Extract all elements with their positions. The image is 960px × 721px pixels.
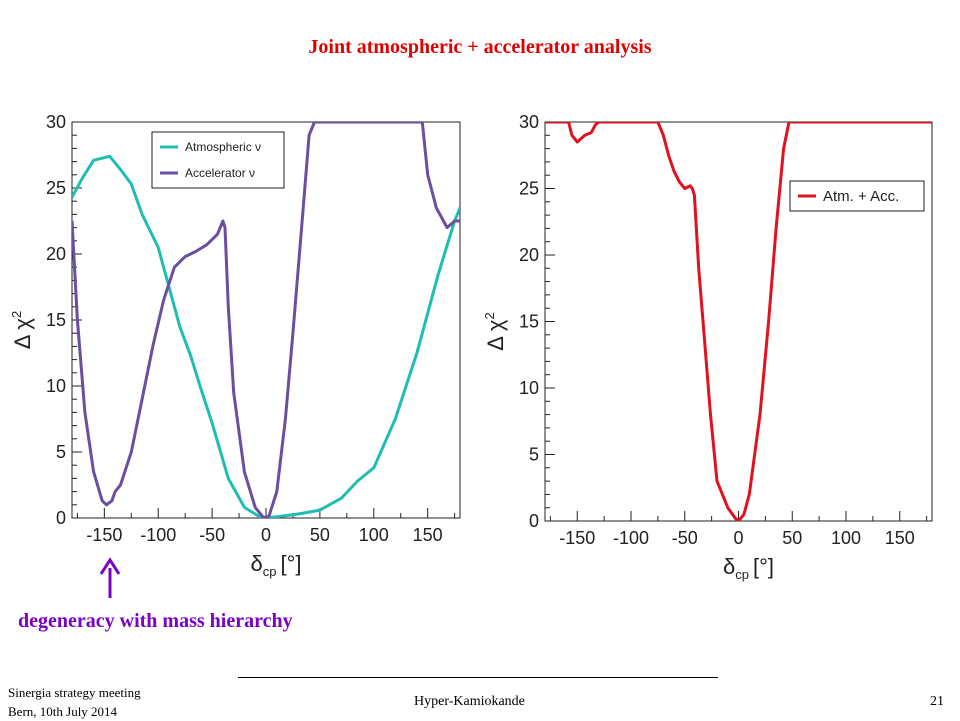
footer-meeting-name: Sinergia strategy meeting: [8, 685, 141, 700]
y-tick-label: 25: [46, 178, 66, 198]
chart-2: 0 5 10 15 20 25 30 -150 -100 -50 0 50 100 150 δcp [°] Δ …: [482, 112, 933, 582]
x-tick-label: 100: [831, 528, 861, 548]
y-tick-label: 30: [519, 112, 539, 132]
y-tick-label: 20: [46, 244, 66, 264]
y-tick-label: 10: [46, 376, 66, 396]
legend-label: Accelerator ν: [185, 166, 255, 180]
x-tick-label: -100: [613, 528, 649, 548]
footer-project: Hyper-Kamiokande: [414, 694, 525, 709]
x-tick-label: -150: [86, 525, 122, 545]
legend-box: [151, 131, 285, 189]
y-tick-label: 10: [519, 378, 539, 398]
y-tick-label: 15: [519, 312, 539, 332]
x-tick-label: 50: [782, 528, 802, 548]
y-tick-label: 5: [529, 445, 539, 465]
y-tick-label: 0: [56, 508, 66, 528]
x-tick-label: 50: [310, 525, 330, 545]
x-tick-label: 150: [413, 525, 443, 545]
series-line-atm-acc-: [545, 122, 932, 521]
footer-divider: [238, 677, 718, 678]
slide-title: Joint atmospheric + accelerator analysis: [308, 36, 652, 58]
y-axis-label: Δ χ2: [482, 312, 508, 350]
page-number: 21: [930, 694, 944, 709]
y-tick-label: 20: [519, 245, 539, 265]
chart-1: 0 5 10 15 20 25 30 -150 -100 -50 0 50 100 150 δcp [°] Δ …: [9, 112, 461, 579]
legend-label: Atm. + Acc.: [823, 188, 899, 205]
y-tick-label: 0: [529, 511, 539, 531]
x-tick-label: 150: [885, 528, 915, 548]
x-tick-label: -150: [559, 528, 595, 548]
x-tick-label: -100: [140, 525, 176, 545]
series-line-atmospheric-: [72, 154, 460, 518]
y-tick-label: 5: [56, 442, 66, 462]
x-tick-label: -50: [199, 525, 225, 545]
x-axis-label: δcp [°]: [723, 554, 774, 582]
x-axis-label: δcp [°]: [250, 551, 301, 579]
degeneracy-arrow-head: [99, 557, 121, 575]
y-axis-label: Δ χ2: [9, 311, 35, 349]
x-tick-label: 0: [261, 525, 271, 545]
x-tick-label: 100: [359, 525, 389, 545]
degeneracy-annotation: degeneracy with mass hierarchy: [18, 610, 293, 632]
y-tick-label: 15: [46, 310, 66, 330]
x-tick-label: -50: [672, 528, 698, 548]
y-tick-label: 30: [46, 112, 66, 132]
footer-meeting-info: Sinergia strategy meeting Bern, 10th Jul…: [8, 683, 141, 721]
y-tick-label: 25: [519, 179, 539, 199]
legend-label: Atmospheric ν: [185, 140, 261, 154]
footer-meeting-date: Bern, 10th July 2014: [8, 704, 118, 719]
x-tick-label: 0: [733, 528, 743, 548]
series-line-accelerator-: [72, 122, 460, 518]
